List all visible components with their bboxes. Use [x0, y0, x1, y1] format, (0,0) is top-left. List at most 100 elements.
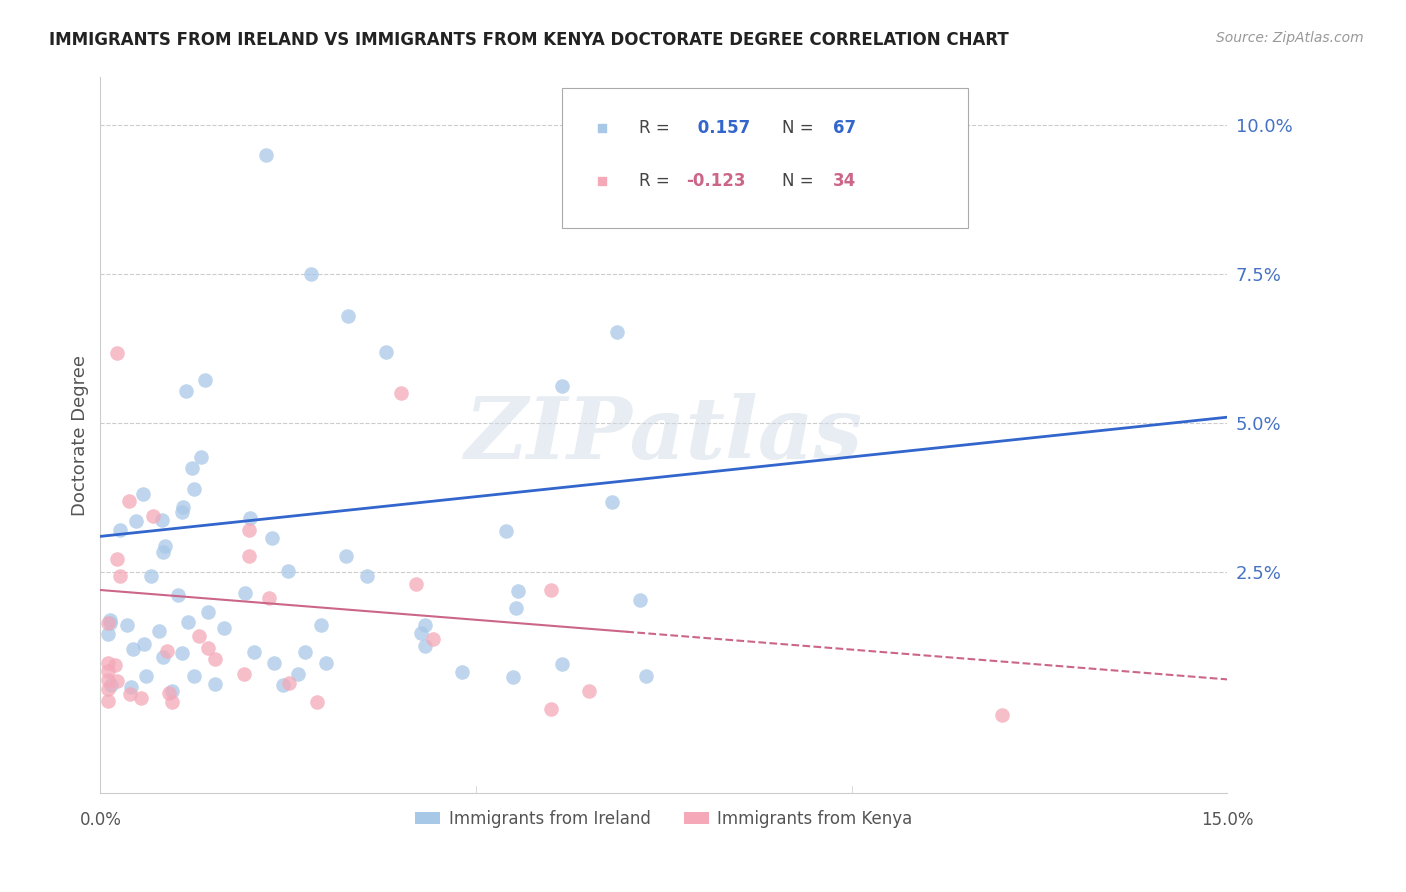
Point	[451, 665, 474, 679]
Point	[97, 657, 120, 671]
Point	[550, 379, 572, 393]
Point	[118, 494, 141, 508]
FancyBboxPatch shape	[562, 88, 969, 227]
Point	[415, 639, 437, 653]
Point	[263, 656, 285, 670]
Point	[183, 669, 205, 683]
Point	[315, 657, 337, 671]
Point	[422, 632, 444, 647]
Point	[174, 384, 197, 398]
Point	[152, 649, 174, 664]
Point	[262, 531, 284, 545]
Text: R =: R =	[640, 119, 675, 136]
Point	[183, 482, 205, 496]
Point	[409, 625, 432, 640]
Point	[170, 646, 193, 660]
Point	[121, 642, 143, 657]
Point	[97, 694, 120, 708]
Point	[374, 344, 396, 359]
Point	[132, 637, 155, 651]
Point	[239, 511, 262, 525]
Point	[177, 615, 200, 629]
Text: N =: N =	[782, 172, 820, 190]
Point	[634, 669, 657, 683]
Point	[131, 487, 153, 501]
Text: 0.0%: 0.0%	[79, 811, 121, 829]
Point	[243, 645, 266, 659]
Text: 0.157: 0.157	[692, 119, 751, 136]
Point	[188, 629, 211, 643]
Point	[97, 616, 120, 631]
Point	[405, 577, 427, 591]
Point	[278, 676, 301, 690]
Point	[337, 309, 360, 323]
Point	[117, 617, 139, 632]
Text: Source: ZipAtlas.com: Source: ZipAtlas.com	[1216, 31, 1364, 45]
Point	[238, 549, 260, 563]
Point	[148, 624, 170, 639]
Point	[197, 641, 219, 656]
Point	[335, 549, 357, 563]
Point	[197, 605, 219, 619]
Point	[104, 657, 127, 672]
Point	[299, 267, 322, 281]
Point	[97, 627, 120, 641]
Point	[152, 544, 174, 558]
Text: 15.0%: 15.0%	[1201, 811, 1254, 829]
Point	[238, 524, 260, 538]
Point	[162, 694, 184, 708]
Point	[190, 450, 212, 464]
Point	[233, 586, 256, 600]
Point	[413, 618, 436, 632]
Point	[551, 657, 574, 672]
Point	[172, 500, 194, 514]
Y-axis label: Doctorate Degree: Doctorate Degree	[72, 354, 89, 516]
Point	[540, 582, 562, 597]
Point	[233, 667, 256, 681]
Point	[100, 615, 122, 630]
Point	[506, 583, 529, 598]
Point	[600, 495, 623, 509]
Point	[167, 588, 190, 602]
Point	[204, 652, 226, 666]
Point	[155, 539, 177, 553]
Point	[156, 643, 179, 657]
Point	[271, 678, 294, 692]
Point	[578, 684, 600, 698]
Point	[135, 668, 157, 682]
Point	[257, 591, 280, 605]
Point	[495, 524, 517, 539]
Point	[142, 509, 165, 524]
Point	[991, 708, 1014, 723]
Point	[389, 386, 412, 401]
Point	[100, 678, 122, 692]
Point	[150, 513, 173, 527]
Point	[162, 683, 184, 698]
Point	[254, 148, 277, 162]
Point	[540, 702, 562, 716]
Point	[97, 665, 120, 679]
Point	[108, 569, 131, 583]
Text: -0.123: -0.123	[686, 172, 747, 190]
Point	[105, 345, 128, 359]
Point	[305, 696, 328, 710]
Point	[309, 617, 332, 632]
Text: 67: 67	[832, 119, 856, 136]
Point	[287, 667, 309, 681]
Point	[294, 645, 316, 659]
Point	[97, 681, 120, 696]
Point	[120, 680, 142, 694]
Point	[129, 690, 152, 705]
Point	[108, 523, 131, 537]
Point	[194, 373, 217, 387]
Text: IMMIGRANTS FROM IRELAND VS IMMIGRANTS FROM KENYA DOCTORATE DEGREE CORRELATION CH: IMMIGRANTS FROM IRELAND VS IMMIGRANTS FR…	[49, 31, 1010, 49]
Text: N =: N =	[782, 119, 820, 136]
Point	[502, 670, 524, 684]
Text: 34: 34	[832, 172, 856, 190]
Point	[204, 676, 226, 690]
Point	[97, 673, 120, 687]
Point	[605, 325, 627, 339]
Point	[170, 504, 193, 518]
Point	[98, 613, 121, 627]
Point	[214, 621, 236, 635]
